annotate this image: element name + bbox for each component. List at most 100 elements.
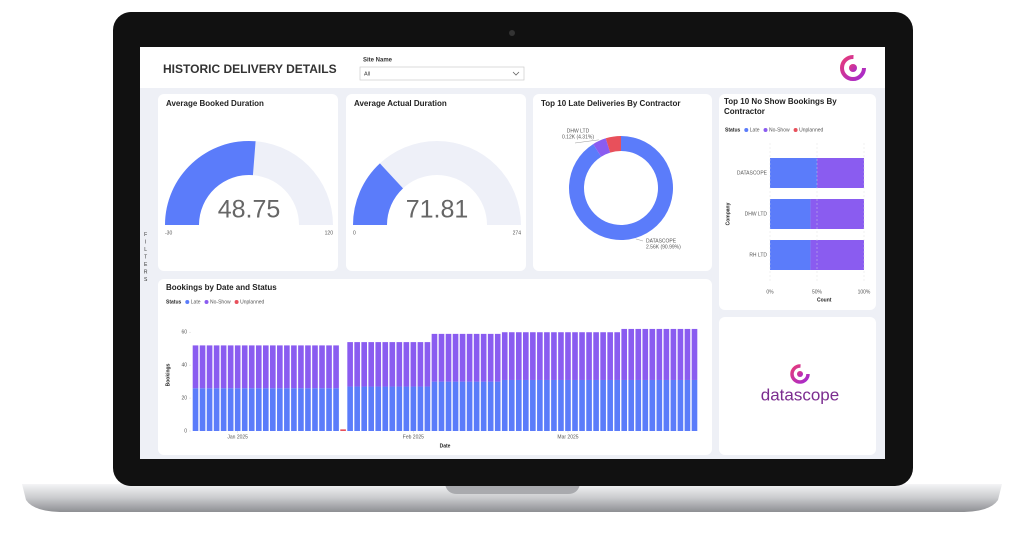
bar-segment [431,381,438,431]
bar-segment [770,240,811,270]
slice-label: DATASCOPE [646,238,677,244]
bar-segment [663,379,670,431]
bar-segment [810,199,864,229]
y-axis-label: Company [725,202,731,225]
brand-wordmark: datascope [761,385,839,404]
card [346,94,526,271]
bar-segment [459,381,466,431]
gauge-max-label: 120 [325,230,334,236]
bar-segment [663,328,670,380]
bar-segment [593,332,599,380]
bar-segment [319,345,325,389]
y-tick-label: DATASCOPE [737,170,768,176]
y-tick-label: 40 [181,362,187,368]
bar-segment [298,388,304,431]
bar-segment [340,429,346,431]
bar-segment [670,328,677,380]
bar-segment [480,381,487,431]
legend-swatch [185,300,190,304]
bar-segment [537,379,543,431]
bar-segment [234,345,241,389]
bar-segment [593,379,599,431]
legend-title: Status [166,299,182,305]
bar-segment [452,333,459,382]
bar-segment [354,386,360,431]
y-tick-label: 0 [184,428,187,434]
bar-segment [192,345,199,389]
bar-segment [656,379,663,431]
laptop-notch [445,484,580,494]
card-title-box: Top 10 No Show Bookings By Contractor [724,97,837,116]
bar-segment [770,158,817,188]
gauge-value-label: 48.75 [218,196,281,224]
bar-segment [466,333,473,382]
bar-segment [810,240,864,270]
bar-segment [227,388,234,431]
bar-segment [199,345,206,389]
bar-segment [523,332,529,380]
filters-pane-label[interactable]: FILTERS [143,232,149,285]
bar-segment [255,345,262,389]
bar-segment [607,332,613,380]
bar-segment [480,333,487,382]
card-title: Bookings by Date and Status [166,283,277,292]
slice-label: DHW LTD [567,128,590,134]
bar-segment [530,379,536,431]
bar-segment [501,332,508,380]
bar-segment [642,379,649,431]
bar-segment [677,328,684,380]
bar-segment [459,333,466,382]
bar-segment [691,328,698,380]
bar-segment [199,388,206,431]
bar-segment [298,345,304,389]
bar-segment [354,342,360,387]
bar-segment [319,388,325,431]
gauge-max-label: 274 [513,230,522,236]
brand-icon [840,55,866,81]
bar-segment [361,342,367,387]
legend-swatch [234,300,239,304]
bar-segment [565,332,571,380]
bar-segment [508,332,515,380]
page-title: HISTORIC DELIVERY DETAILS [163,62,337,76]
bar-segment [445,381,452,431]
bar-segment [621,328,628,380]
bar-segment [494,333,501,382]
bar-segment [579,332,585,380]
y-tick-label: 60 [181,330,187,336]
bar-segment [255,388,262,431]
donut-slice [605,136,621,153]
bar-segment [382,386,389,431]
bar-segment [326,345,332,389]
bar-segment [248,345,255,389]
bar-segment [635,379,642,431]
bar-segment [628,379,635,431]
gauge-min-label: 0 [353,230,356,236]
site-dropdown[interactable] [359,66,525,81]
y-tick-label: RH LTD [749,252,767,258]
bar-segment [614,332,620,380]
bar-segment [410,386,417,431]
bar-segment [628,328,635,380]
card-title: Top 10 No Show Bookings By Contractor [724,97,837,116]
x-axis-label: Count [817,297,832,303]
bar-segment [403,386,410,431]
bar-segment [241,345,248,389]
bar-segment [291,345,297,389]
laptop-base [22,484,1002,512]
bar-segment [431,333,438,382]
bar-segment [642,328,649,380]
filter-label: Site Name [363,58,393,64]
filter-value[interactable]: All [364,71,370,77]
bar-segment [572,379,578,431]
bar-segment [248,388,255,431]
bar-segment [270,388,276,431]
bar-segment [192,388,199,431]
bar-segment [515,332,522,380]
bar-segment [452,381,459,431]
legend-label: Late [750,127,760,133]
bar-segment [487,333,494,382]
gauge-track [353,141,521,225]
bar-segment [494,381,501,431]
